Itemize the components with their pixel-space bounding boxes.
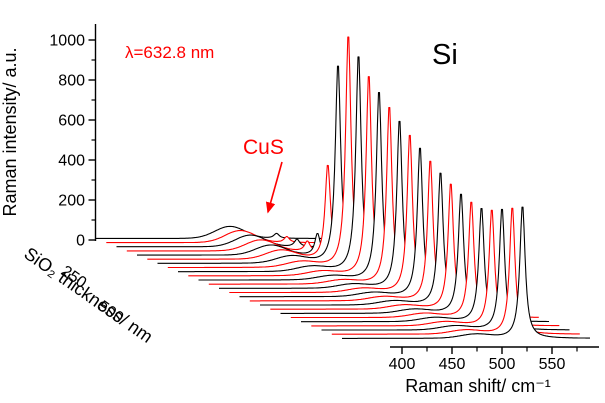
y-tick-label: 800 (58, 73, 85, 90)
cus-peak-annotation: CuS (243, 136, 284, 159)
spectrum-fill (96, 226, 344, 240)
x-tick-label: 400 (389, 356, 416, 373)
y-tick-label: 0 (76, 233, 85, 250)
y-axis-title: Raman intensity/ a.u. (0, 47, 20, 216)
y-tick-label: 200 (58, 193, 85, 210)
x-axis-title: Raman shift/ cm⁻¹ (405, 376, 551, 396)
spectrum-curve (342, 206, 590, 339)
x-tick-label: 550 (539, 356, 566, 373)
x-tick-label: 500 (489, 356, 516, 373)
z-axis-title: SiO₂ thickness/ nm (20, 243, 156, 347)
y-tick-label: 600 (58, 113, 85, 130)
spectrum-curve (96, 225, 344, 239)
si-peak-annotation: Si (432, 39, 458, 71)
spectrum-curve (106, 229, 355, 244)
spectrum-curve (331, 207, 580, 335)
spectrum-fill (106, 230, 355, 245)
x-tick-label: 450 (439, 356, 466, 373)
y-tick-label: 1000 (49, 33, 85, 50)
laser-wavelength-annotation: λ=632.8 nm (125, 43, 214, 62)
y-tick-label: 400 (58, 153, 85, 170)
spectra-curves (96, 36, 590, 340)
cus-arrow (265, 161, 283, 214)
